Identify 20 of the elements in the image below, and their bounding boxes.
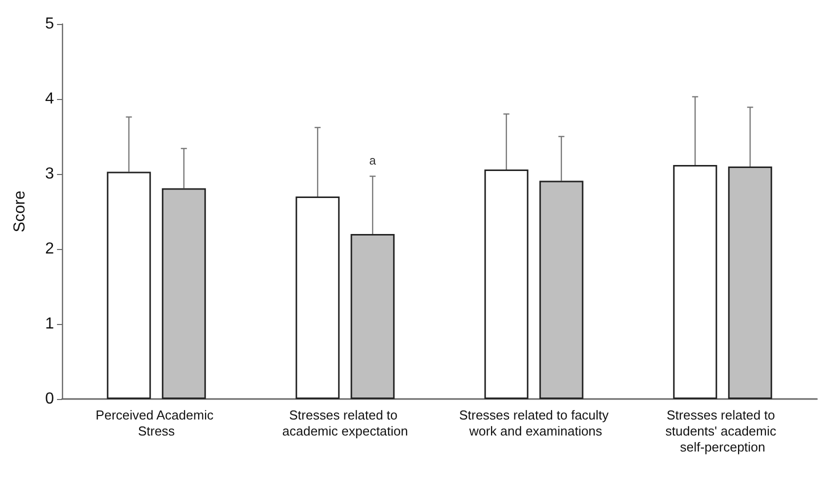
bar xyxy=(106,172,151,399)
x-tick-label: Stresses related to faculty work and examinations xyxy=(459,408,610,438)
bar xyxy=(484,170,528,399)
bar xyxy=(162,188,206,399)
y-tick-label: 3 xyxy=(45,166,54,182)
y-tick-label: 0 xyxy=(45,390,54,408)
bar xyxy=(673,165,718,399)
x-tick-label: Stresses related to academic expectation xyxy=(282,408,408,438)
bar xyxy=(728,166,772,399)
y-axis-title: Score xyxy=(12,190,28,232)
x-tick-label: Stresses related to students' academic self-perception xyxy=(665,408,780,454)
y-tick-label: 1 xyxy=(45,316,54,332)
bar xyxy=(539,180,584,399)
y-tick-label: 4 xyxy=(45,90,54,108)
annotation: a xyxy=(369,153,376,168)
x-tick-label: Perceived Academic Stress xyxy=(96,408,218,438)
y-tick-label: 2 xyxy=(45,240,54,258)
y-tick-label: 5 xyxy=(45,16,54,32)
bar xyxy=(296,196,340,399)
bar xyxy=(350,234,395,399)
